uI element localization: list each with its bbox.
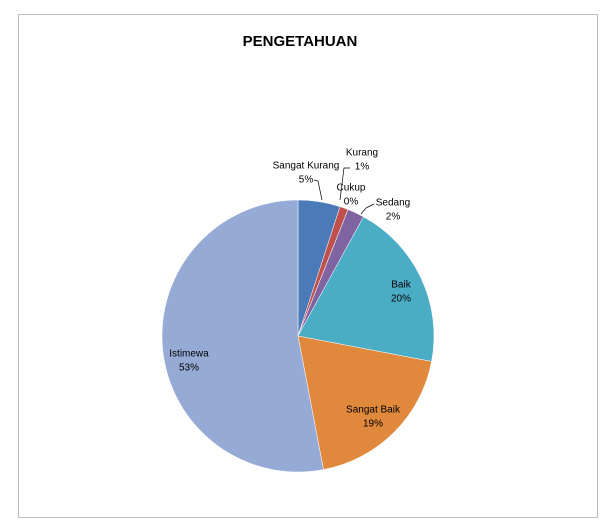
slice-value-label: 1% <box>355 162 370 173</box>
slice-value-label: 20% <box>391 294 411 305</box>
slice-value-label: 53% <box>179 363 199 374</box>
slice-value-label: 0% <box>344 197 359 208</box>
slice-label: Sedang <box>376 198 410 209</box>
slice-label: Sangat Kurang <box>273 161 340 172</box>
slice-label: Kurang <box>346 148 378 159</box>
leader-line <box>313 179 323 201</box>
pie-slice <box>161 199 324 473</box>
slice-label: Sangat Baik <box>346 405 401 416</box>
slice-value-label: 19% <box>363 419 383 430</box>
slice-value-label: 5% <box>299 175 314 186</box>
leader-line <box>360 203 375 215</box>
leader-line <box>339 167 350 201</box>
pie-slice <box>297 216 435 362</box>
slice-label: Cukup <box>337 183 366 194</box>
pie-slice <box>297 335 432 470</box>
chart-title: PENGETAHUAN <box>243 33 358 50</box>
slice-value-label: 2% <box>386 212 401 223</box>
slice-label: Baik <box>391 280 411 291</box>
slice-label: Istimewa <box>169 349 209 360</box>
